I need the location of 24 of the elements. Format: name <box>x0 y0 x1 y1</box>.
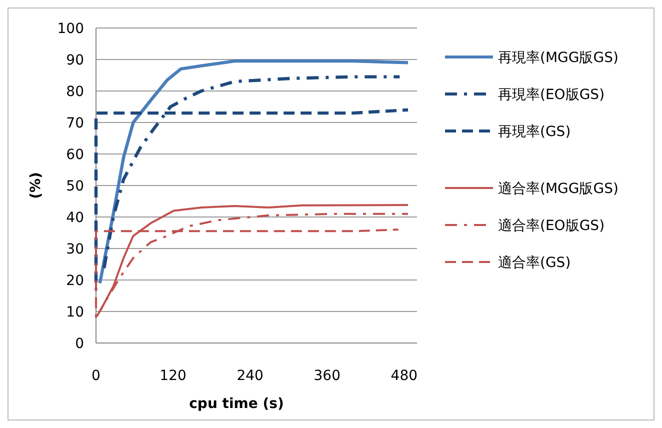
y-tick-label: 100 <box>57 21 84 37</box>
y-tick-label: 60 <box>66 147 84 163</box>
y-tick-label: 70 <box>66 116 84 132</box>
y-tick-label: 20 <box>66 273 84 289</box>
legend-label: 適合率(EO版GS) <box>498 218 605 234</box>
legend-label: 適合率(GS) <box>498 255 571 271</box>
x-tick-label: 240 <box>236 368 264 384</box>
x-tick-label: 0 <box>92 368 100 384</box>
x-tick-label: 480 <box>390 368 418 384</box>
y-axis-title: (%) <box>28 172 44 199</box>
legend-label: 適合率(MGG版GS) <box>498 181 618 197</box>
y-tick-label: 50 <box>66 178 84 194</box>
legend-label: 再現率(EO版GS) <box>498 87 605 103</box>
y-tick-label: 80 <box>66 84 84 100</box>
y-tick-label: 90 <box>66 52 84 68</box>
x-axis-title: cpu time (s) <box>189 396 284 412</box>
y-tick-label: 10 <box>66 304 84 320</box>
y-tick-label: 40 <box>66 210 84 226</box>
x-tick-label: 360 <box>314 368 340 384</box>
x-tick-label: 120 <box>160 368 186 384</box>
y-tick-label: 0 <box>75 336 84 352</box>
y-tick-label: 30 <box>66 242 84 258</box>
legend-label: 再現率(GS) <box>498 124 571 140</box>
legend-label: 再現率(MGG版GS) <box>498 50 618 66</box>
